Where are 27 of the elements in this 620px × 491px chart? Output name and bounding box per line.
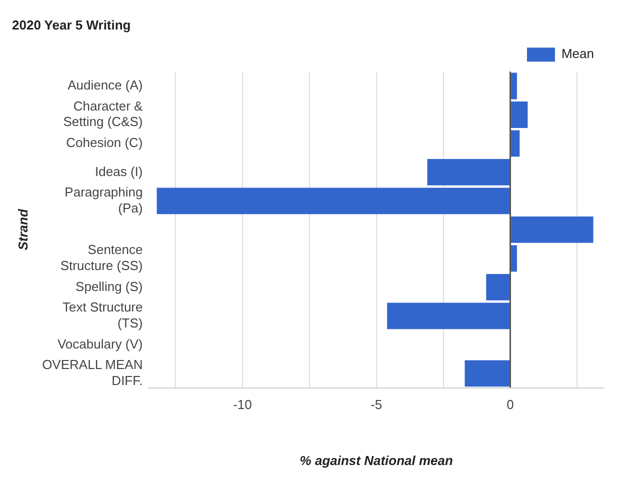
bar (511, 245, 517, 272)
y-tick-label: OVERALL MEAN DIFF. (42, 357, 143, 388)
x-tick-label: -10 (233, 397, 252, 412)
y-tick-label: Sentence Structure (SS) (60, 242, 143, 273)
y-tick-label: Ideas (I) (95, 164, 143, 179)
bar (511, 130, 520, 157)
x-tick-label: 0 (506, 397, 514, 412)
bar (156, 188, 510, 214)
y-tick-label: Vocabulary (V) (57, 336, 143, 352)
x-tick-label: -5 (370, 397, 382, 412)
bar (511, 216, 594, 243)
bar (486, 274, 510, 300)
y-tick-label: Paragraphing (Pa) (64, 184, 143, 216)
bar (511, 72, 517, 100)
y-tick-label: Spelling (S) (76, 278, 143, 294)
y-tick-label: Character & Setting (C&S) (63, 98, 144, 130)
y-tick-label: Cohesion (C) (66, 135, 143, 150)
y-axis-title: Strand (15, 208, 30, 250)
y-tick-label: Text Structure (TS) (62, 300, 143, 330)
bar (464, 360, 510, 387)
bar (427, 158, 510, 186)
legend-label: Mean (561, 46, 594, 62)
y-tick-label: Audience (A) (68, 78, 143, 93)
x-axis-title: % against National mean (300, 452, 454, 468)
chart-title: 2020 Year 5 Writing (12, 17, 131, 32)
bar (511, 101, 528, 128)
bar (387, 302, 510, 330)
